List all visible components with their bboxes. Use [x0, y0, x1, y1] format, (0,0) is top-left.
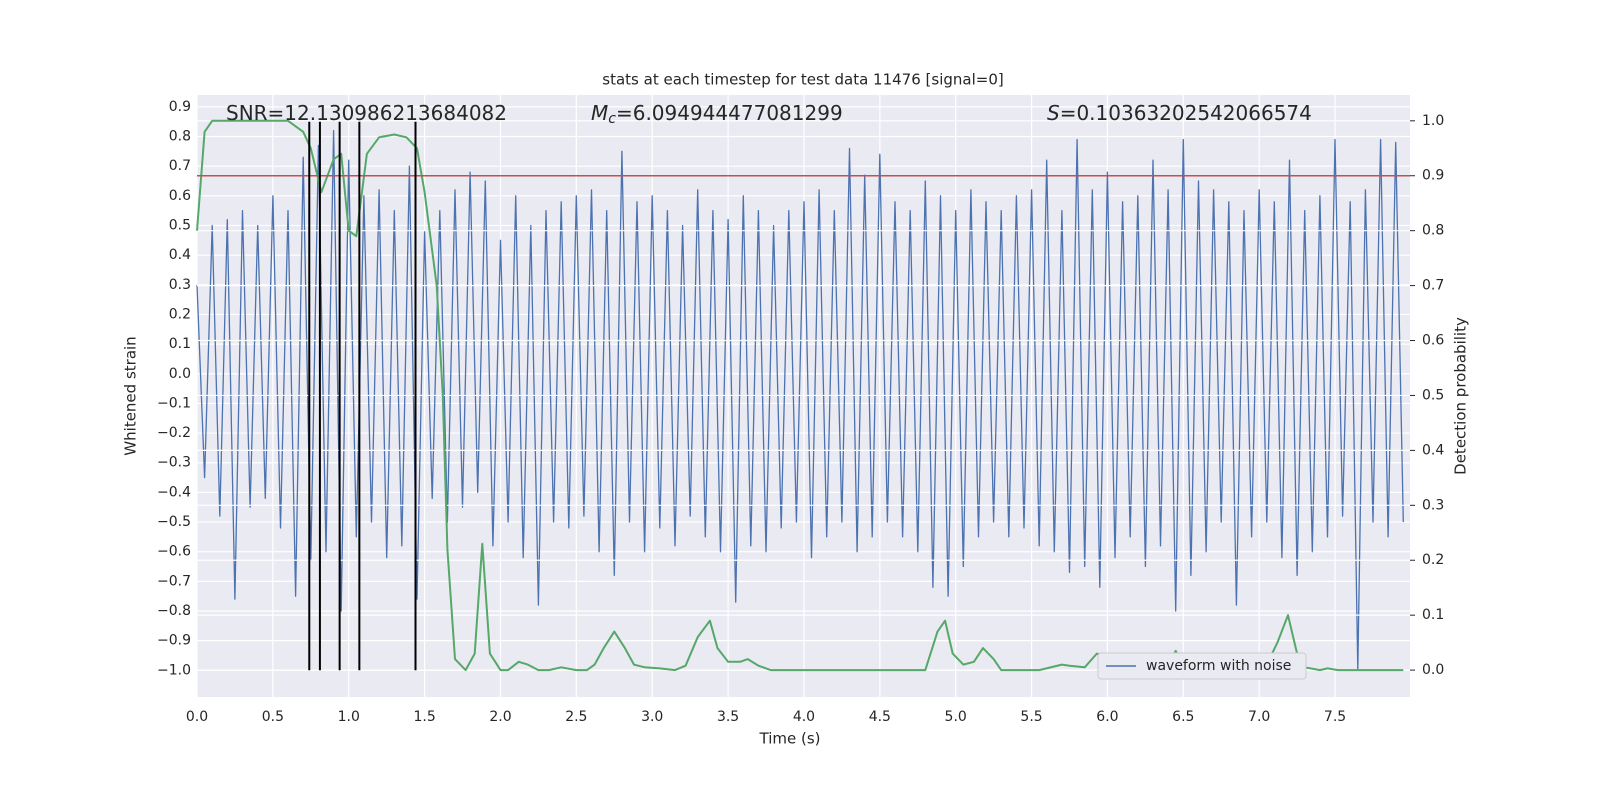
y-tick-label: 0.1	[169, 336, 191, 352]
chart-title: stats at each timestep for test data 114…	[602, 71, 1003, 89]
annotation-text: =0.10363202542066574	[1060, 101, 1312, 125]
x-tick-label: 5.5	[1020, 709, 1042, 725]
y2-axis-label: Detection probability	[1452, 317, 1470, 475]
y-tick-label: 0.0	[169, 366, 191, 382]
y2-tick-label: 0.4	[1422, 442, 1444, 458]
y-tick-label: −0.8	[157, 603, 191, 619]
y-tick-label: 0.9	[169, 99, 191, 115]
y2-tick-label: 0.9	[1422, 168, 1444, 184]
x-axis-label: Time (s)	[759, 730, 821, 748]
legend-label: waveform with noise	[1146, 658, 1291, 674]
y-tick-label: −0.1	[157, 395, 191, 411]
y-tick-label: −0.6	[157, 544, 191, 560]
y-tick-label: 0.3	[169, 277, 191, 293]
annotation-symbol: M	[591, 101, 608, 125]
y-tick-label: −0.2	[157, 425, 191, 441]
x-tick-label: 7.0	[1248, 709, 1270, 725]
y2-tick-label: 0.3	[1422, 497, 1444, 513]
x-tick-label: 6.0	[1096, 709, 1118, 725]
x-tick-label: 7.5	[1324, 709, 1346, 725]
annotation-text: =6.094944477081299	[616, 101, 843, 125]
y-tick-label: −0.4	[157, 484, 191, 500]
y2-tick-label: 0.0	[1422, 662, 1444, 678]
x-tick-label: 2.0	[489, 709, 511, 725]
y-tick-label: −0.3	[157, 455, 191, 471]
y-tick-label: 0.6	[169, 188, 191, 204]
y-tick-label: −0.9	[157, 633, 191, 649]
y2-tick-label: 0.8	[1422, 223, 1444, 239]
annotation-symbol: S	[1047, 101, 1060, 125]
y2-tick-label: 0.6	[1422, 333, 1444, 349]
y2-tick-label: 0.5	[1422, 387, 1444, 403]
x-tick-label: 3.0	[641, 709, 663, 725]
y2-tick-label: 0.2	[1422, 552, 1444, 568]
y-tick-label: −0.5	[157, 514, 191, 530]
x-tick-label: 6.5	[1172, 709, 1194, 725]
y-tick-label: 0.7	[169, 158, 191, 174]
annotation-subscript: c	[608, 111, 616, 127]
x-tick-label: 1.5	[413, 709, 435, 725]
waveform-line	[196, 129, 1404, 671]
x-tick-label: 4.0	[793, 709, 815, 725]
y2-tick-label: 0.1	[1422, 607, 1444, 623]
y2-tick-label: 0.7	[1422, 278, 1444, 294]
y-axis-label: Whitened strain	[122, 336, 140, 455]
x-tick-label: 4.5	[869, 709, 891, 725]
x-tick-label: 2.5	[565, 709, 587, 725]
x-tick-label: 3.5	[717, 709, 739, 725]
annotation: Mc=6.094944477081299	[591, 101, 843, 128]
y-tick-label: −0.7	[157, 573, 191, 589]
over-layer: waveform with noise	[196, 119, 1410, 680]
annotation: S=0.10363202542066574	[1047, 101, 1312, 125]
y-tick-label: 0.5	[169, 217, 191, 233]
x-tick-label: 0.5	[262, 709, 284, 725]
x-tick-label: 5.0	[945, 709, 967, 725]
y-tick-label: 0.8	[169, 129, 191, 145]
annotation: SNR=12.130986213684082	[226, 101, 507, 125]
x-tick-label: 1.0	[338, 709, 360, 725]
y-tick-label: −1.0	[157, 662, 191, 678]
y2-tick-label: 1.0	[1422, 113, 1444, 129]
annotation-text: SNR=12.130986213684082	[226, 101, 507, 125]
y-tick-label: 0.4	[169, 247, 191, 263]
x-tick-label: 0.0	[186, 709, 208, 725]
legend-box	[1097, 652, 1307, 680]
y-tick-label: 0.2	[169, 306, 191, 322]
